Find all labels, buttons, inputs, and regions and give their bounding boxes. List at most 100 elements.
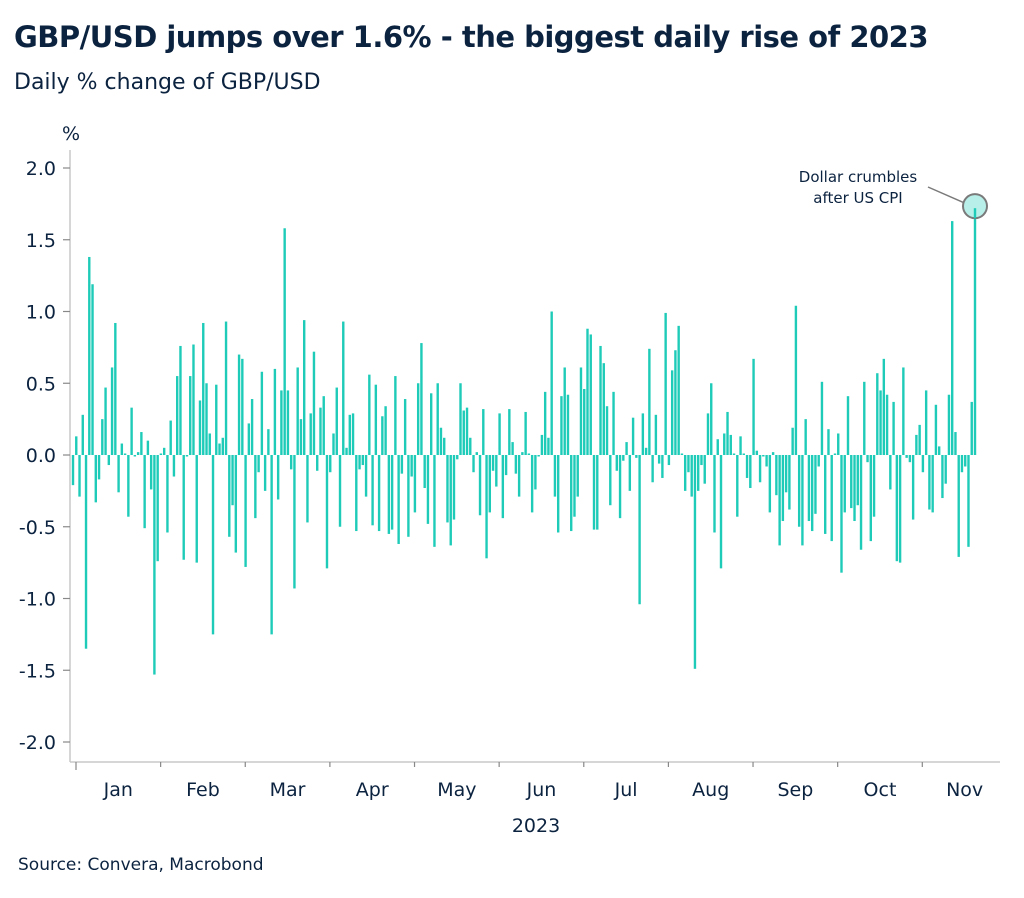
bar — [797, 455, 801, 527]
bar — [443, 437, 446, 455]
bar — [123, 453, 127, 455]
bar — [736, 455, 739, 517]
bar — [133, 455, 137, 457]
bar — [514, 455, 518, 474]
bar — [784, 455, 788, 493]
bar — [224, 321, 228, 455]
bar — [778, 455, 781, 546]
bar — [420, 343, 423, 455]
bar — [892, 401, 895, 455]
bar — [677, 325, 680, 455]
bar — [446, 455, 449, 523]
bar — [247, 423, 251, 455]
bar — [732, 453, 736, 455]
bar — [872, 455, 876, 517]
bar — [270, 455, 273, 635]
bar — [345, 447, 348, 455]
bar — [820, 381, 824, 455]
x-axis: Jan Feb Mar Apr May Jun Jul Aug Sep Oct Nov — [70, 761, 1000, 801]
bar — [680, 453, 684, 455]
bar — [491, 455, 495, 471]
bar — [644, 447, 648, 455]
bar — [771, 452, 775, 455]
y-tick-label: -2.0 — [19, 732, 56, 754]
bar — [540, 434, 544, 455]
bar — [556, 455, 560, 533]
bar — [622, 455, 625, 461]
bar — [78, 455, 81, 497]
bar — [576, 455, 579, 497]
bar — [609, 455, 612, 506]
bar — [957, 455, 960, 557]
bar — [459, 383, 462, 455]
source-note: Source: Convera, Macrobond — [18, 855, 264, 875]
bar — [651, 455, 654, 483]
bar — [162, 447, 166, 455]
bar — [905, 455, 908, 458]
bar — [283, 228, 286, 455]
annotation-text: Dollar crumbles — [799, 168, 918, 186]
bar — [850, 455, 853, 509]
bar — [928, 455, 931, 510]
bar — [407, 455, 410, 537]
y-tick-label: 1.0 — [26, 302, 56, 324]
bar — [837, 433, 840, 455]
bar — [550, 311, 553, 455]
bar — [75, 436, 78, 455]
bar — [88, 256, 91, 455]
bar — [84, 455, 88, 649]
bar — [202, 322, 205, 455]
bar — [674, 350, 677, 455]
bar — [908, 455, 912, 463]
annotation-text: after US CPI — [813, 189, 902, 207]
annotation: Dollar crumbles after US CPI — [799, 168, 988, 220]
bar — [745, 455, 749, 478]
bar — [801, 455, 804, 546]
bar — [296, 367, 299, 455]
bar — [915, 434, 918, 455]
bar — [843, 455, 846, 513]
bar — [91, 284, 94, 455]
x-tick-label: Mar — [270, 779, 306, 801]
bar — [189, 376, 192, 455]
bar — [351, 413, 355, 455]
bar — [517, 455, 521, 497]
bar — [364, 455, 368, 497]
bar — [664, 312, 667, 455]
bar — [716, 439, 719, 455]
bar — [280, 390, 283, 455]
bar — [807, 455, 811, 522]
y-tick-label: -1.0 — [19, 589, 56, 611]
bar — [377, 455, 381, 532]
bar — [371, 455, 374, 526]
bar — [117, 455, 120, 493]
bar — [94, 455, 97, 503]
bar — [250, 399, 254, 455]
bar — [521, 452, 524, 455]
bar — [101, 419, 104, 455]
bar — [589, 334, 592, 455]
bar — [485, 455, 488, 559]
bar — [833, 453, 837, 455]
bar — [332, 433, 335, 455]
bar — [762, 455, 765, 457]
y-axis-unit-label: % — [62, 123, 80, 145]
bar — [166, 455, 169, 533]
bar — [889, 455, 892, 490]
y-tick-label: 0.0 — [26, 445, 56, 467]
bar — [758, 455, 762, 483]
bar — [967, 455, 970, 547]
bar — [306, 455, 309, 523]
bar — [452, 455, 456, 520]
bar — [254, 455, 257, 519]
bar — [599, 345, 602, 455]
bar — [237, 354, 241, 455]
bar — [791, 427, 794, 455]
bar — [97, 455, 101, 480]
bar — [355, 455, 358, 532]
bar — [592, 455, 596, 530]
bar — [882, 358, 886, 455]
bar — [338, 455, 342, 527]
bar — [394, 376, 397, 455]
bar — [723, 433, 726, 455]
